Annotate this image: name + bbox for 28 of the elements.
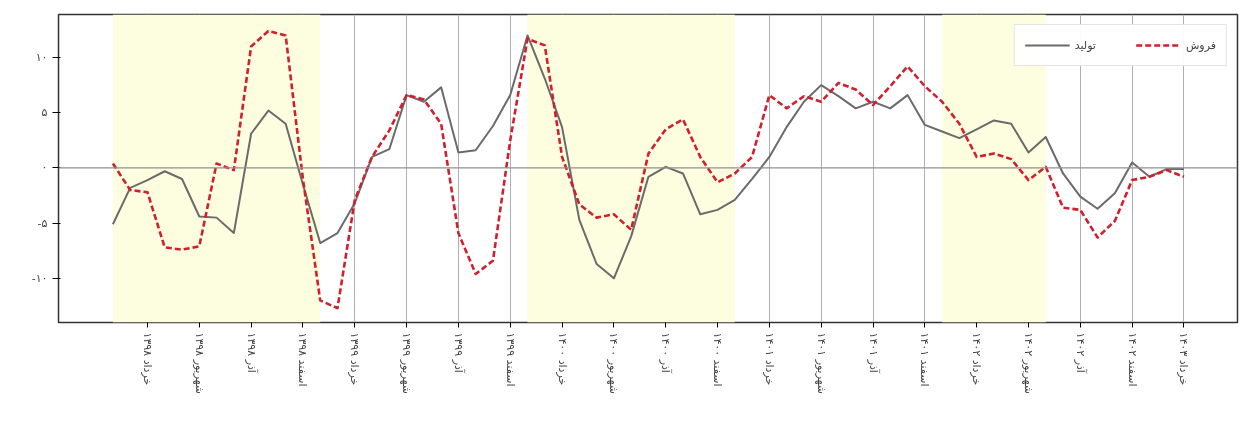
x-tick-label: شهریور ۱۴۰۱ <box>814 332 828 395</box>
y-tick-label: ۱۰ <box>35 51 48 65</box>
legend-label: فروش <box>1185 38 1216 52</box>
legend-label: تولید <box>1074 38 1096 52</box>
x-tick-label: شهریور ۱۴۰۲ <box>1021 332 1035 395</box>
x-tick-label: آذر ۱۴۰۲ <box>1073 332 1088 374</box>
x-tick-label: آذر ۱۴۰۱ <box>866 332 881 374</box>
x-tick-label: اسفند ۱۳۹۹ <box>503 332 517 387</box>
y-tick-label: -۱۰ <box>31 271 48 285</box>
x-tick-label: شهریور ۱۳۹۸ <box>192 332 206 395</box>
y-tick-label: -۵ <box>37 216 48 230</box>
x-tick-label: اسفند ۱۴۰۱ <box>918 332 932 387</box>
x-tick-label: اسفند ۱۴۰۲ <box>1125 332 1139 387</box>
x-tick-label: خرداد ۱۳۹۹ <box>348 332 362 386</box>
x-tick-label: شهریور ۱۴۰۰ <box>607 332 621 395</box>
x-tick-label: اسفند ۱۴۰۰ <box>711 332 725 387</box>
y-tick-label: ۰ <box>41 161 48 175</box>
x-tick-label: آذر ۱۳۹۸ <box>244 332 259 374</box>
x-tick-label: خرداد ۱۴۰۱ <box>762 332 776 386</box>
x-tick-label: اسفند ۱۳۹۸ <box>296 332 310 387</box>
x-tick-label: شهریور ۱۳۹۹ <box>400 332 414 395</box>
x-tick-label: خرداد ۱۴۰۰ <box>555 332 569 386</box>
x-tick-label: آذر ۱۳۹۹ <box>451 332 466 374</box>
x-tick-label: آذر ۱۴۰۰ <box>659 332 674 374</box>
x-tick-label: خرداد ۱۴۰۳ <box>1177 332 1191 386</box>
x-tick-label: خرداد ۱۳۹۸ <box>140 332 154 386</box>
x-tick-label: خرداد ۱۴۰۲ <box>970 332 984 386</box>
y-tick-label: ۵ <box>41 106 48 120</box>
